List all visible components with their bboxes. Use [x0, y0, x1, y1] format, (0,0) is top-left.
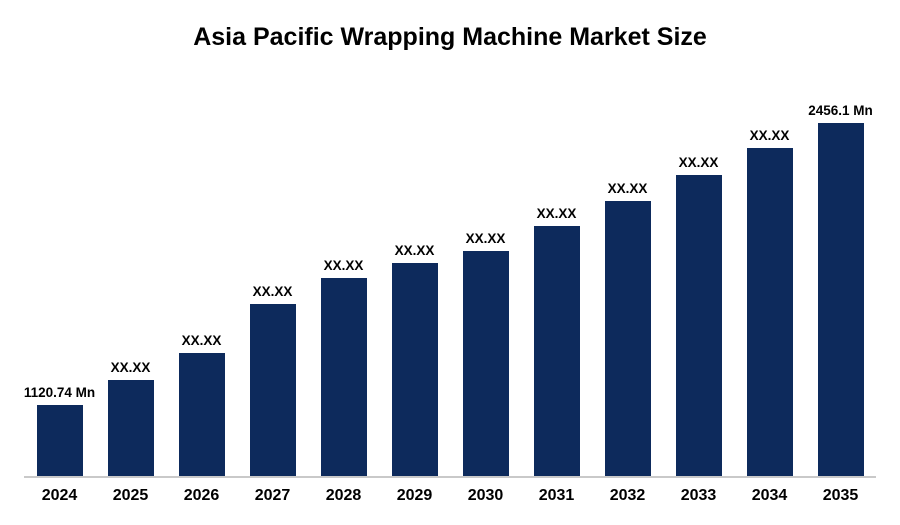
bar-value-label: XX.XX — [252, 284, 293, 299]
chart-title: Asia Pacific Wrapping Machine Market Siz… — [193, 23, 707, 51]
bar-value-label: XX.XX — [465, 231, 506, 246]
bar-value-label: XX.XX — [678, 155, 719, 170]
bar-group: XX.XX — [166, 333, 237, 476]
bar-group: XX.XX — [450, 231, 521, 476]
x-axis-label: 2031 — [538, 487, 575, 504]
x-axis-label: 2030 — [467, 487, 504, 504]
bar — [249, 304, 296, 476]
x-axis-label: 2035 — [822, 487, 859, 504]
bar — [462, 251, 509, 476]
bar — [391, 263, 438, 476]
x-axis-label: 2025 — [112, 487, 149, 504]
bar-value-label: XX.XX — [181, 333, 222, 348]
bar-group: XX.XX — [308, 258, 379, 476]
bar — [36, 405, 83, 476]
x-axis-label: 2026 — [183, 487, 220, 504]
bar — [320, 278, 367, 476]
x-axis-label: 2028 — [325, 487, 362, 504]
bar — [604, 201, 651, 476]
bar — [178, 353, 225, 476]
bar-value-label: XX.XX — [607, 181, 648, 196]
bar — [533, 226, 580, 476]
bar-value-label: 1120.74 Mn — [23, 385, 96, 400]
bar — [817, 123, 864, 476]
bar-group: XX.XX — [379, 243, 450, 476]
x-axis-label: 2033 — [680, 487, 717, 504]
bar-value-label: XX.XX — [394, 243, 435, 258]
bar-value-label: XX.XX — [536, 206, 577, 221]
bar-value-label: XX.XX — [323, 258, 364, 273]
bar-group: XX.XX — [521, 206, 592, 476]
bar-value-label: XX.XX — [749, 128, 790, 143]
bar-group: XX.XX — [237, 284, 308, 476]
bar — [746, 148, 793, 476]
bar-value-label: XX.XX — [110, 360, 151, 375]
bar-group: 1120.74 Mn — [24, 385, 95, 476]
bar-value-label: 2456.1 Mn — [808, 103, 873, 118]
x-axis-label: 2024 — [41, 487, 78, 504]
x-axis-label: 2029 — [396, 487, 433, 504]
bar-group: XX.XX — [663, 155, 734, 476]
x-axis-label: 2034 — [751, 487, 788, 504]
x-axis-label: 2032 — [609, 487, 646, 504]
bar-group: XX.XX — [592, 181, 663, 476]
bar-group: XX.XX — [734, 128, 805, 476]
bar — [107, 380, 154, 476]
bar — [675, 175, 722, 476]
x-axis-label: 2027 — [254, 487, 291, 504]
bar-group: 2456.1 Mn — [805, 103, 876, 476]
bar-group: XX.XX — [95, 360, 166, 476]
plot-area: 1120.74 Mn XX.XX XX.XX XX.XX XX.XX XX.XX XX.XX… — [24, 80, 876, 478]
x-axis-labels-row: 2024 2025 2026 2027 2028 2029 2030 2031 2032 2033… — [24, 478, 876, 505]
